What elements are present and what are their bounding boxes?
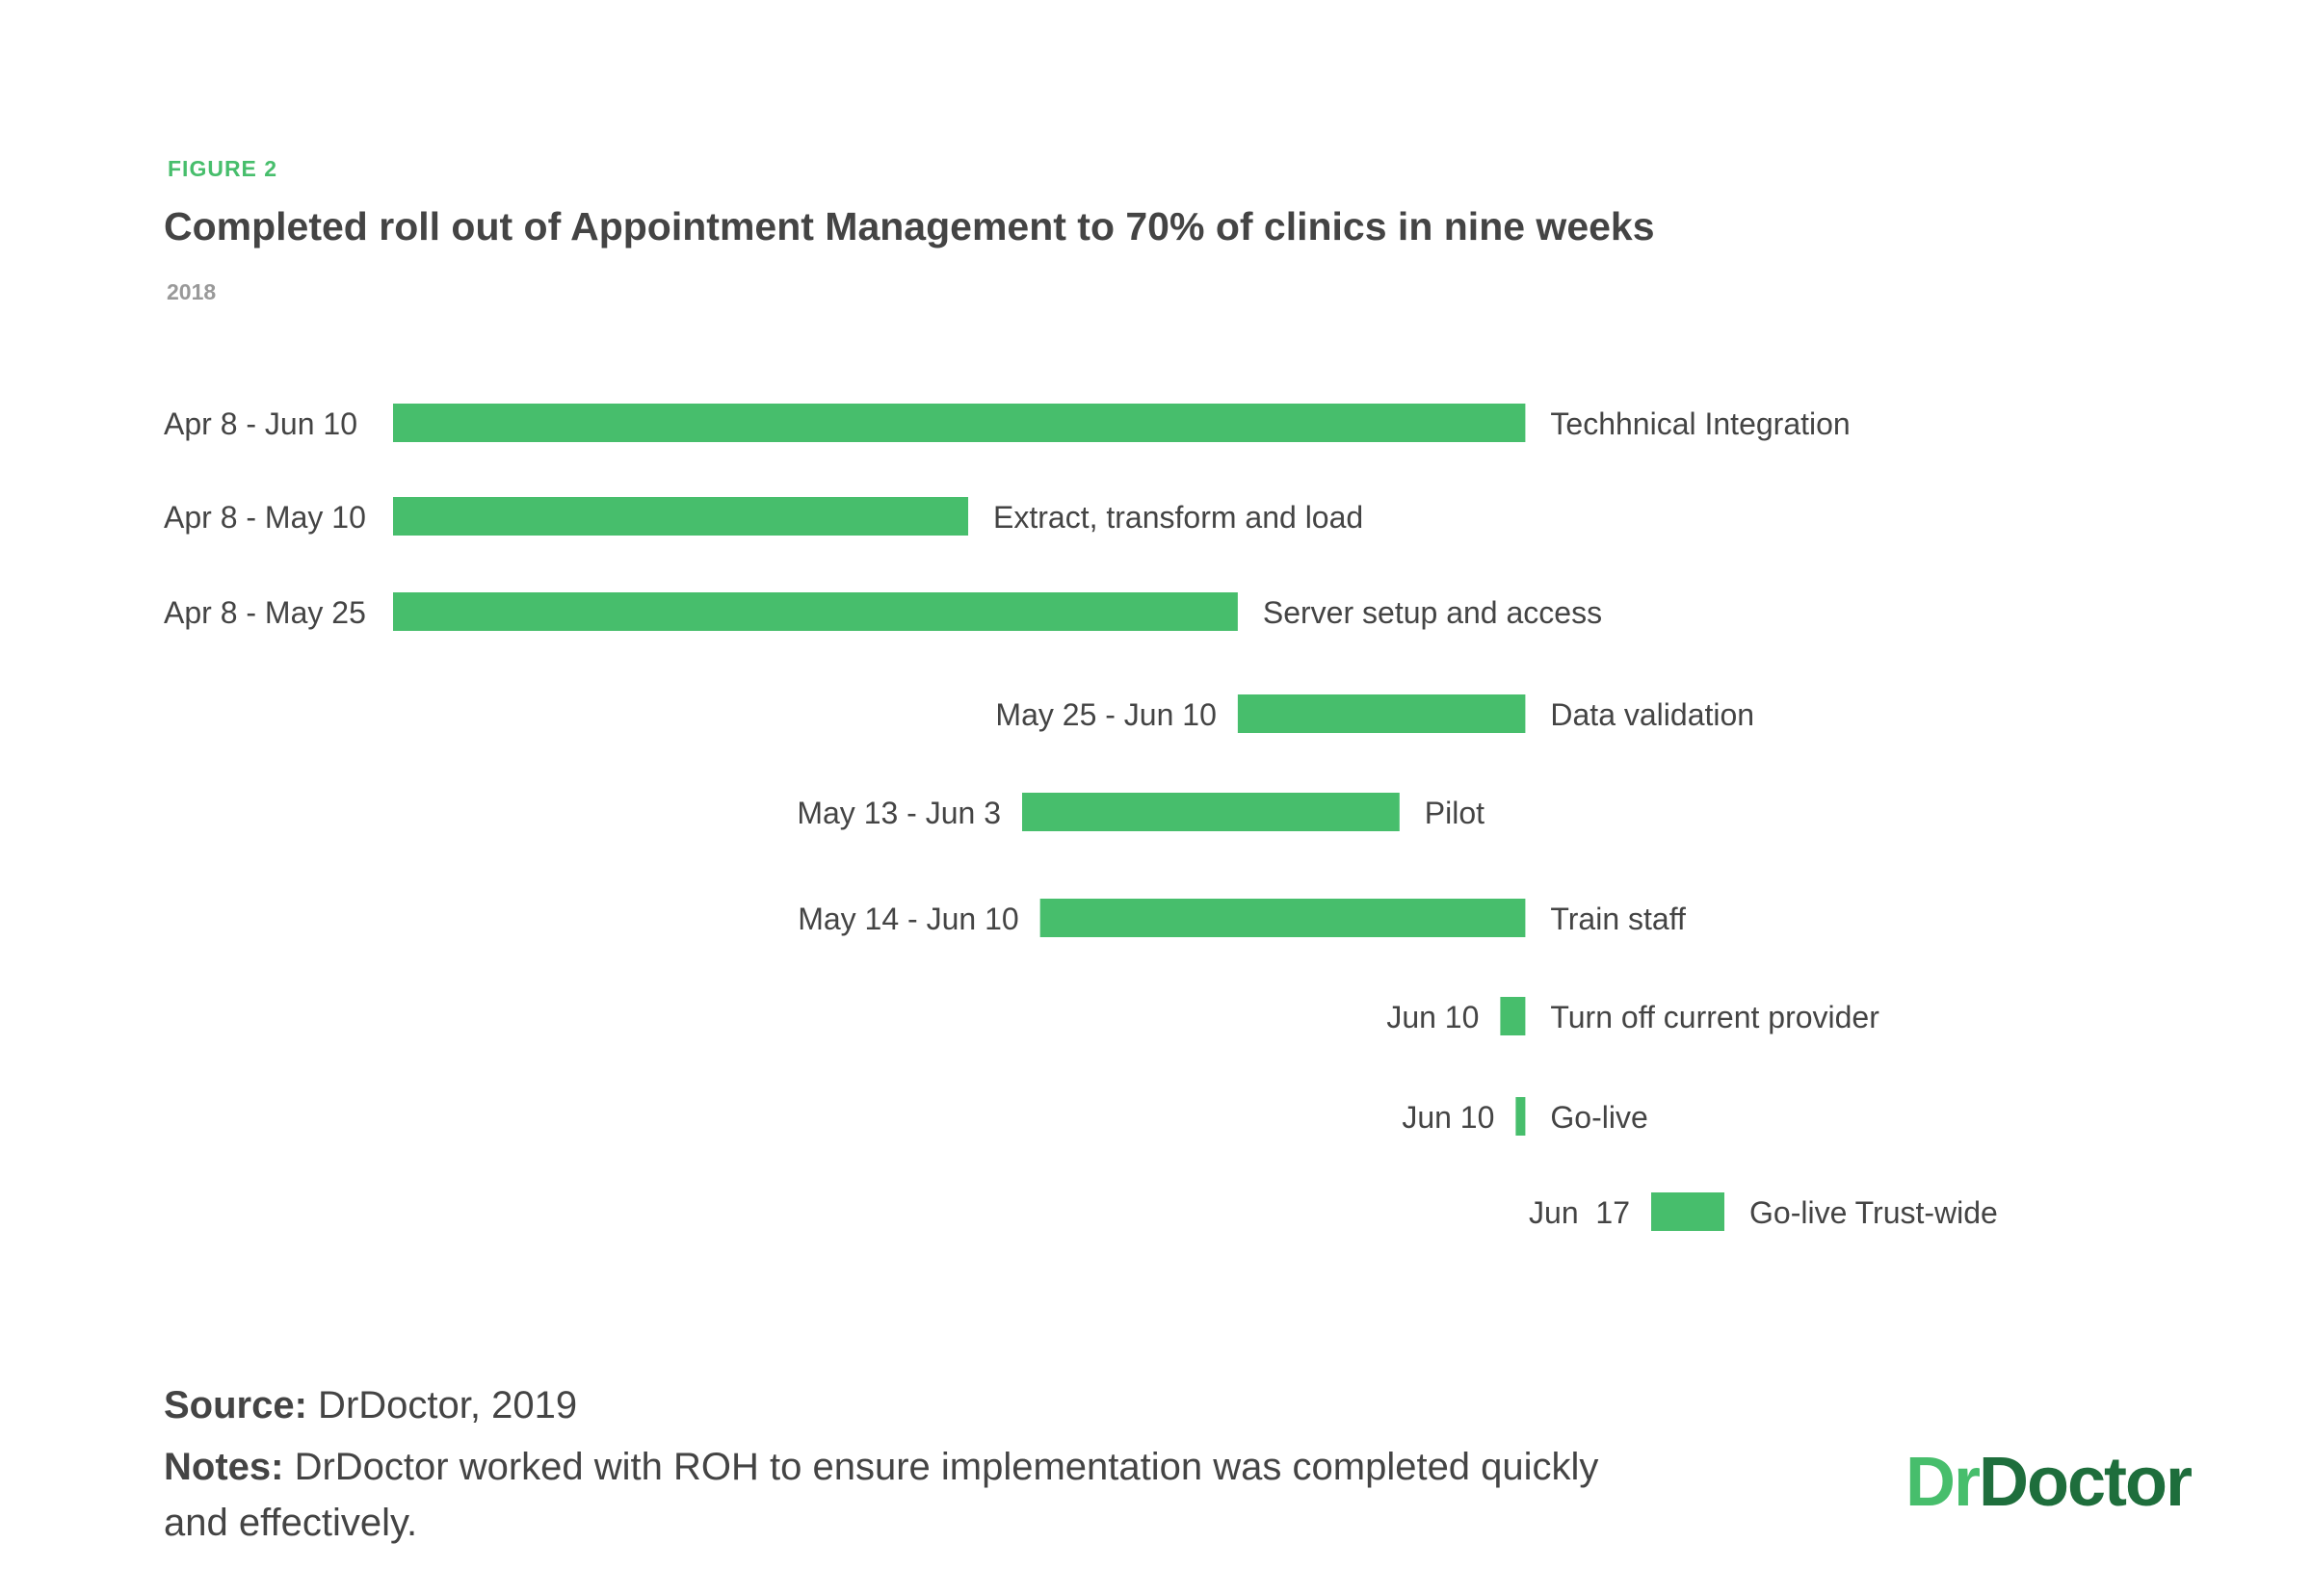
chart-subtitle: 2018: [167, 279, 217, 304]
gantt-task-label: Server setup and access: [1263, 595, 1602, 630]
gantt-bar: [1515, 1097, 1526, 1136]
gantt-date-label: Jun 10: [1402, 1100, 1494, 1135]
source-note: Source: DrDoctor, 2019: [164, 1377, 577, 1433]
logo-part-dr: Dr: [1905, 1444, 1981, 1521]
gantt-bar: [1039, 899, 1526, 937]
gantt-date-label: Apr 8 - Jun 10: [164, 406, 357, 441]
notes-text: DrDoctor worked with ROH to ensure imple…: [164, 1446, 1599, 1544]
chart-title: Completed roll out of Appointment Manage…: [164, 204, 1655, 249]
gantt-task-label: Data validation: [1550, 697, 1754, 732]
gantt-date-label: Apr 8 - May 10: [164, 500, 366, 535]
notes-note: Notes: DrDoctor worked with ROH to ensur…: [164, 1439, 1628, 1551]
gantt-task-label: Train staff: [1550, 902, 1686, 936]
gantt-task-label: Turn off current provider: [1550, 1000, 1879, 1034]
gantt-bar: [1651, 1192, 1724, 1231]
gantt-task-label: Pilot: [1425, 796, 1484, 830]
gantt-task-label: Go-live Trust-wide: [1749, 1195, 1998, 1230]
gantt-date-label: May 13 - Jun 3: [797, 796, 1001, 830]
source-label: Source:: [164, 1384, 307, 1426]
gantt-date-label: Apr 8 - May 25: [164, 595, 366, 630]
drdoctor-logo: DrDoctor: [1905, 1443, 2193, 1522]
gantt-bar: [393, 404, 1526, 442]
gantt-date-label: Jun 17: [1529, 1195, 1630, 1230]
gantt-task-label: Go-live: [1550, 1100, 1647, 1135]
gantt-bar: [1237, 694, 1526, 733]
gantt-task-label: Extract, transform and load: [993, 500, 1363, 535]
gantt-bar: [1022, 793, 1400, 831]
gantt-date-label: May 25 - Jun 10: [995, 697, 1216, 732]
notes-label: Notes:: [164, 1446, 284, 1488]
gantt-bar: [1500, 997, 1526, 1035]
figure-label: FIGURE 2: [168, 156, 278, 181]
gantt-bar: [393, 592, 1238, 631]
gantt-bar: [393, 497, 969, 536]
gantt-date-label: Jun 10: [1386, 1000, 1479, 1034]
source-text: DrDoctor, 2019: [306, 1384, 578, 1426]
gantt-task-label: Techhnical Integration: [1550, 406, 1850, 441]
logo-part-doctor: Doctor: [1979, 1444, 2193, 1521]
gantt-date-label: May 14 - Jun 10: [798, 902, 1018, 936]
